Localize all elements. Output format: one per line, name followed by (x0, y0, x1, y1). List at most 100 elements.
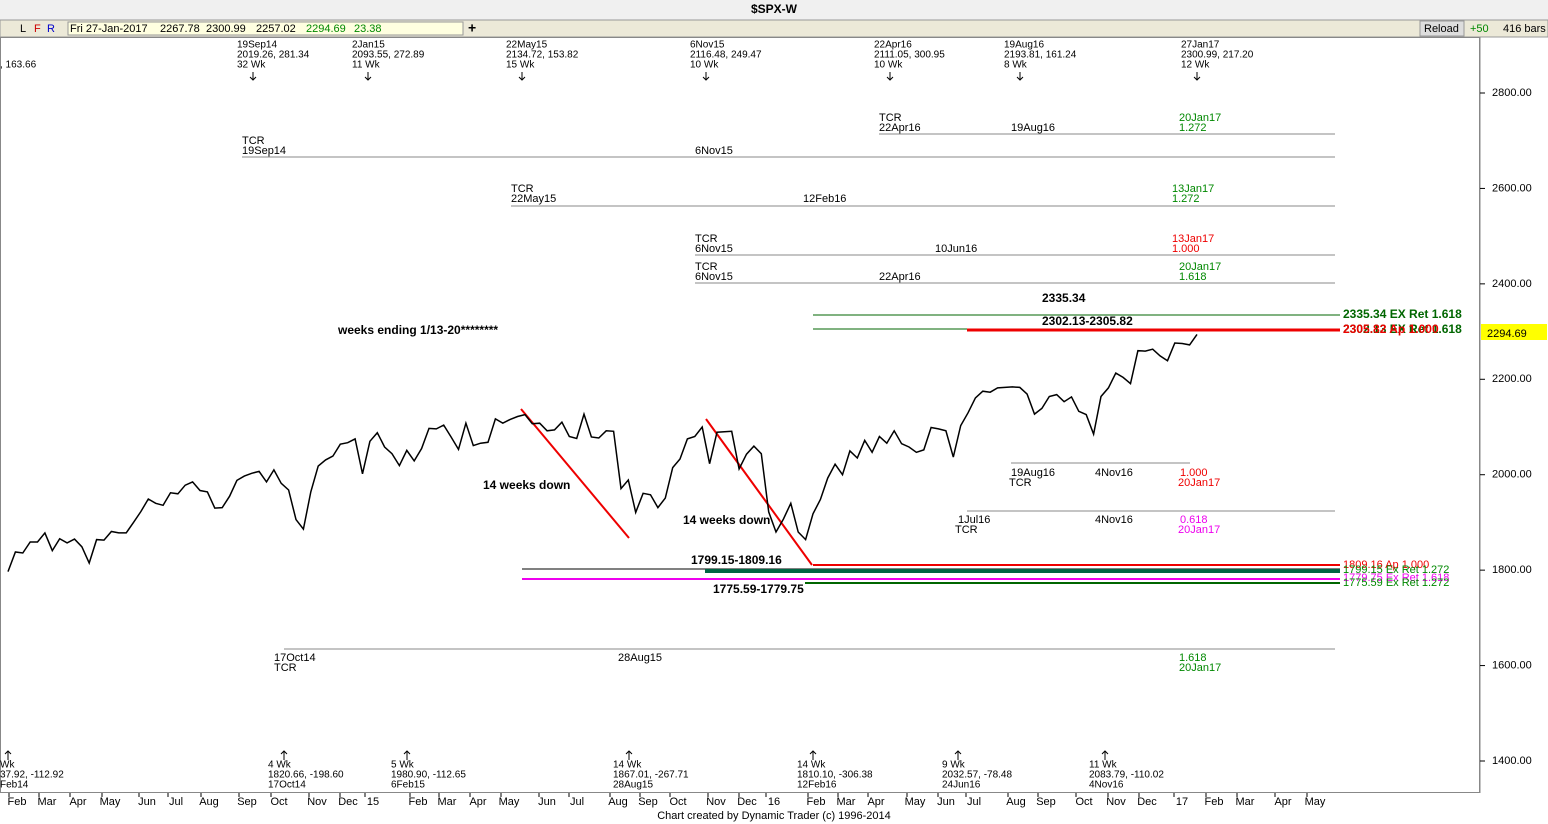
swing-arrow (702, 72, 710, 81)
swing-arrow (1016, 72, 1024, 81)
x-tick-label: Oct (669, 796, 686, 808)
annotation: 1.272 (1179, 122, 1207, 134)
swing-arrow (403, 750, 411, 760)
y-tick-label: 2800.00 (1492, 87, 1532, 99)
x-tick-label: Mar (438, 796, 457, 808)
offset: +50 (1470, 23, 1489, 35)
annotation: 6Nov15 (695, 145, 733, 157)
x-tick-label: Dec (1137, 796, 1157, 808)
swing-label: 14 Wk (797, 760, 826, 771)
x-tick-label: Oct (270, 796, 287, 808)
x-tick-label: 15 (367, 796, 379, 808)
annotation: 22Apr16 (879, 271, 921, 283)
x-tick-label: Feb (409, 796, 428, 808)
swing-arrow (625, 750, 633, 760)
swing-label: 1810.10, -306.38 (797, 770, 873, 781)
x-tick-label: Sep (1036, 796, 1056, 808)
annotation: 0.618 (1180, 514, 1208, 526)
x-tick-label: Jun (138, 796, 156, 808)
swing-label: Feb14 (0, 780, 29, 791)
annotation: TCR (1009, 477, 1032, 489)
annotation: TCR (879, 112, 902, 124)
swing-arrow (886, 72, 894, 81)
swing-label: 27Jan17 (1181, 40, 1220, 51)
annotation: 20Jan17 (1179, 261, 1221, 273)
bar-count: 416 bars (1503, 23, 1546, 35)
annotation: 1775.59-1779.75 (713, 582, 804, 596)
annotation: 6Nov15 (695, 271, 733, 283)
reload-button[interactable] (1419, 20, 1465, 37)
flag[interactable]: F (34, 23, 41, 35)
swing-label: , 163.66 (0, 60, 37, 71)
plot-frame (0, 37, 1480, 793)
annotation: 19Aug16 (1011, 122, 1055, 134)
price-line (7, 333, 1198, 572)
x-tick-label: Nov (706, 796, 726, 808)
flag[interactable]: L (20, 23, 26, 35)
annotation: 2335.34 EX Ret 1.618 (1343, 307, 1462, 321)
y-tick-label: 2000.00 (1492, 469, 1532, 481)
annotation: 1.272 (1172, 193, 1200, 205)
annotation: 20Jan17 (1178, 477, 1220, 489)
annotation: 1799.15-1809.16 (691, 553, 782, 567)
add-button[interactable]: + (468, 20, 476, 36)
x-tick-label: Aug (608, 796, 628, 808)
annotation: TCR (695, 261, 718, 273)
annotation: TCR (695, 233, 718, 245)
swing-label: 22May15 (506, 40, 548, 51)
swing-label: 37.92, -112.92 (0, 770, 64, 781)
annotation: 1.000 (1172, 243, 1200, 255)
y-tick-label: 2400.00 (1492, 278, 1532, 290)
annotation-lines (242, 133, 1340, 650)
flag[interactable]: R (47, 23, 55, 35)
annotation: 13Jan17 (1172, 233, 1214, 245)
x-tick-label: Sep (237, 796, 257, 808)
trend-line (705, 418, 813, 566)
reload-label[interactable]: Reload (1424, 23, 1459, 35)
annotation: 4Nov16 (1095, 514, 1133, 526)
x-tick-label: Nov (307, 796, 327, 808)
swing-label: 14 Wk (613, 760, 642, 771)
x-tick-label: Aug (1006, 796, 1026, 808)
annotation: TCR (274, 662, 297, 674)
annotation: 14 weeks down (683, 513, 770, 527)
swing-label: 2Jan15 (352, 40, 385, 51)
annotation: 1Jul16 (958, 514, 990, 526)
annotation: 6Nov15 (695, 243, 733, 255)
x-tick-label: Apr (867, 796, 884, 808)
swing-label: 11 Wk (352, 60, 381, 71)
annotation: TCR (955, 524, 978, 536)
annotation: 1779.75 Ex Ret 1.618 (1343, 572, 1449, 584)
swing-label: 1820.66, -198.60 (268, 770, 344, 781)
x-tick-label: Nov (1106, 796, 1126, 808)
swing-label: 6Nov15 (690, 40, 725, 51)
annotation: 13Jan17 (1172, 183, 1214, 195)
swing-label: 15 Wk (506, 60, 535, 71)
quote-date: Fri 27-Jan-2017 (70, 23, 148, 35)
y-tick-label: 1600.00 (1492, 659, 1532, 671)
x-tick-label: May (100, 796, 121, 808)
last-price: 2294.69 (1487, 328, 1527, 340)
swing-label: 2134.72, 153.82 (506, 50, 579, 61)
swing-label: 2032.57, -78.48 (942, 770, 1012, 781)
annotation: 14 weeks down (483, 478, 570, 492)
x-tick-label: Sep (638, 796, 658, 808)
y-tick-label: 1400.00 (1492, 755, 1532, 767)
last-price-tag (1481, 324, 1547, 340)
annotation: 1809.16 Ap 1.000 (1343, 559, 1429, 571)
x-tick-label: Jun (538, 796, 556, 808)
x-tick-label: May (905, 796, 926, 808)
swing-arrow (1193, 72, 1201, 81)
x-tick-label: Apr (69, 796, 86, 808)
swing-label: 2019.26, 281.34 (237, 50, 310, 61)
annotation: 20Jan17 (1179, 112, 1221, 124)
swing-label: 11 Wk (1089, 760, 1118, 771)
swing-arrow (809, 750, 817, 760)
chart-title: $SPX-W (751, 2, 798, 16)
swing-label: 6Feb15 (391, 780, 425, 791)
swing-label: 12 Wk (1181, 60, 1210, 71)
x-tick-label: Feb (1205, 796, 1224, 808)
y-tick-label: 2600.00 (1492, 182, 1532, 194)
